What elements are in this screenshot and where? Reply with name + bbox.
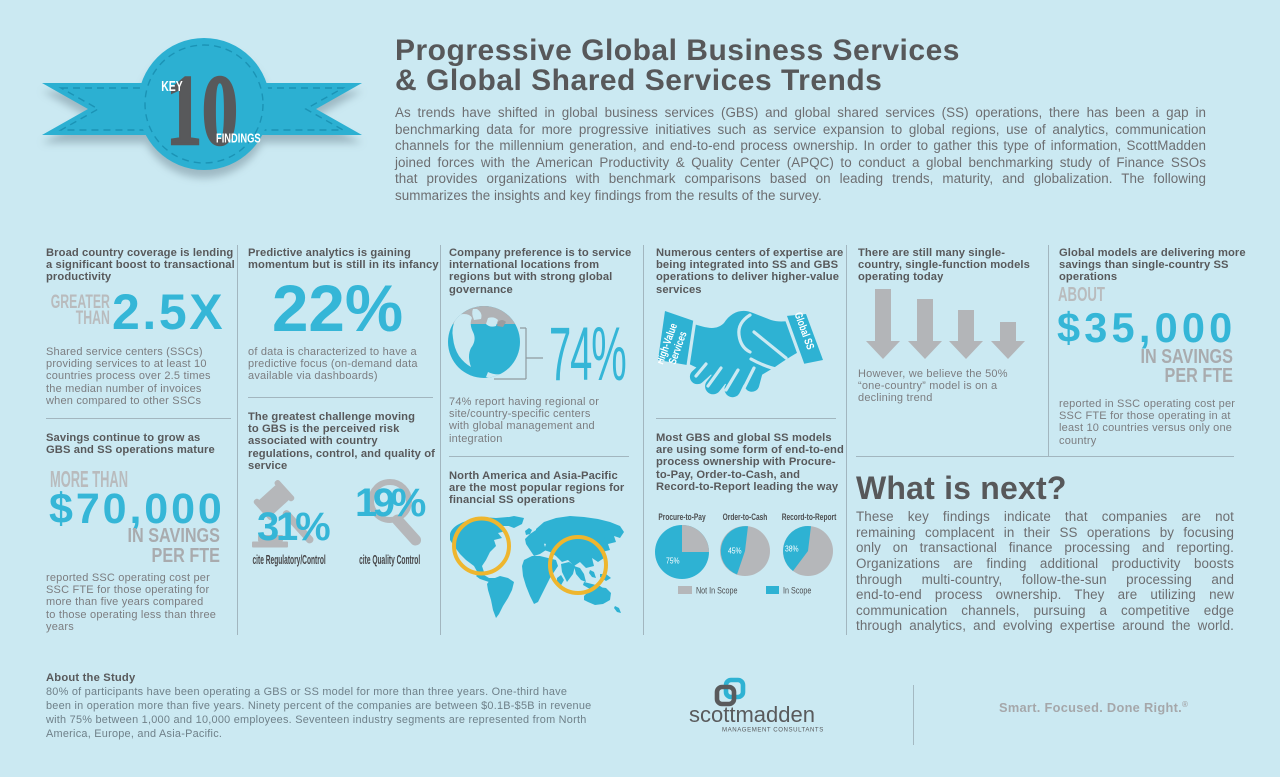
svg-text:75%: 75% [666, 556, 680, 566]
svg-text:In Scope: In Scope [783, 586, 812, 596]
svg-text:scottmadden: scottmadden [689, 702, 815, 727]
svg-text:Record-to-Report: Record-to-Report [782, 512, 837, 522]
svg-text:Not In Scope: Not In Scope [696, 586, 738, 596]
svg-text:FINDINGS: FINDINGS [216, 132, 261, 146]
svg-text:Procure-to-Pay: Procure-to-Pay [658, 512, 706, 522]
svg-text:10: 10 [166, 54, 238, 166]
svg-text:KEY: KEY [161, 78, 183, 94]
svg-text:45%: 45% [728, 546, 742, 556]
svg-text:Order-to-Cash: Order-to-Cash [723, 512, 768, 522]
svg-text:38%: 38% [785, 544, 799, 554]
svg-text:MANAGEMENT CONSULTANTS: MANAGEMENT CONSULTANTS [722, 727, 824, 734]
